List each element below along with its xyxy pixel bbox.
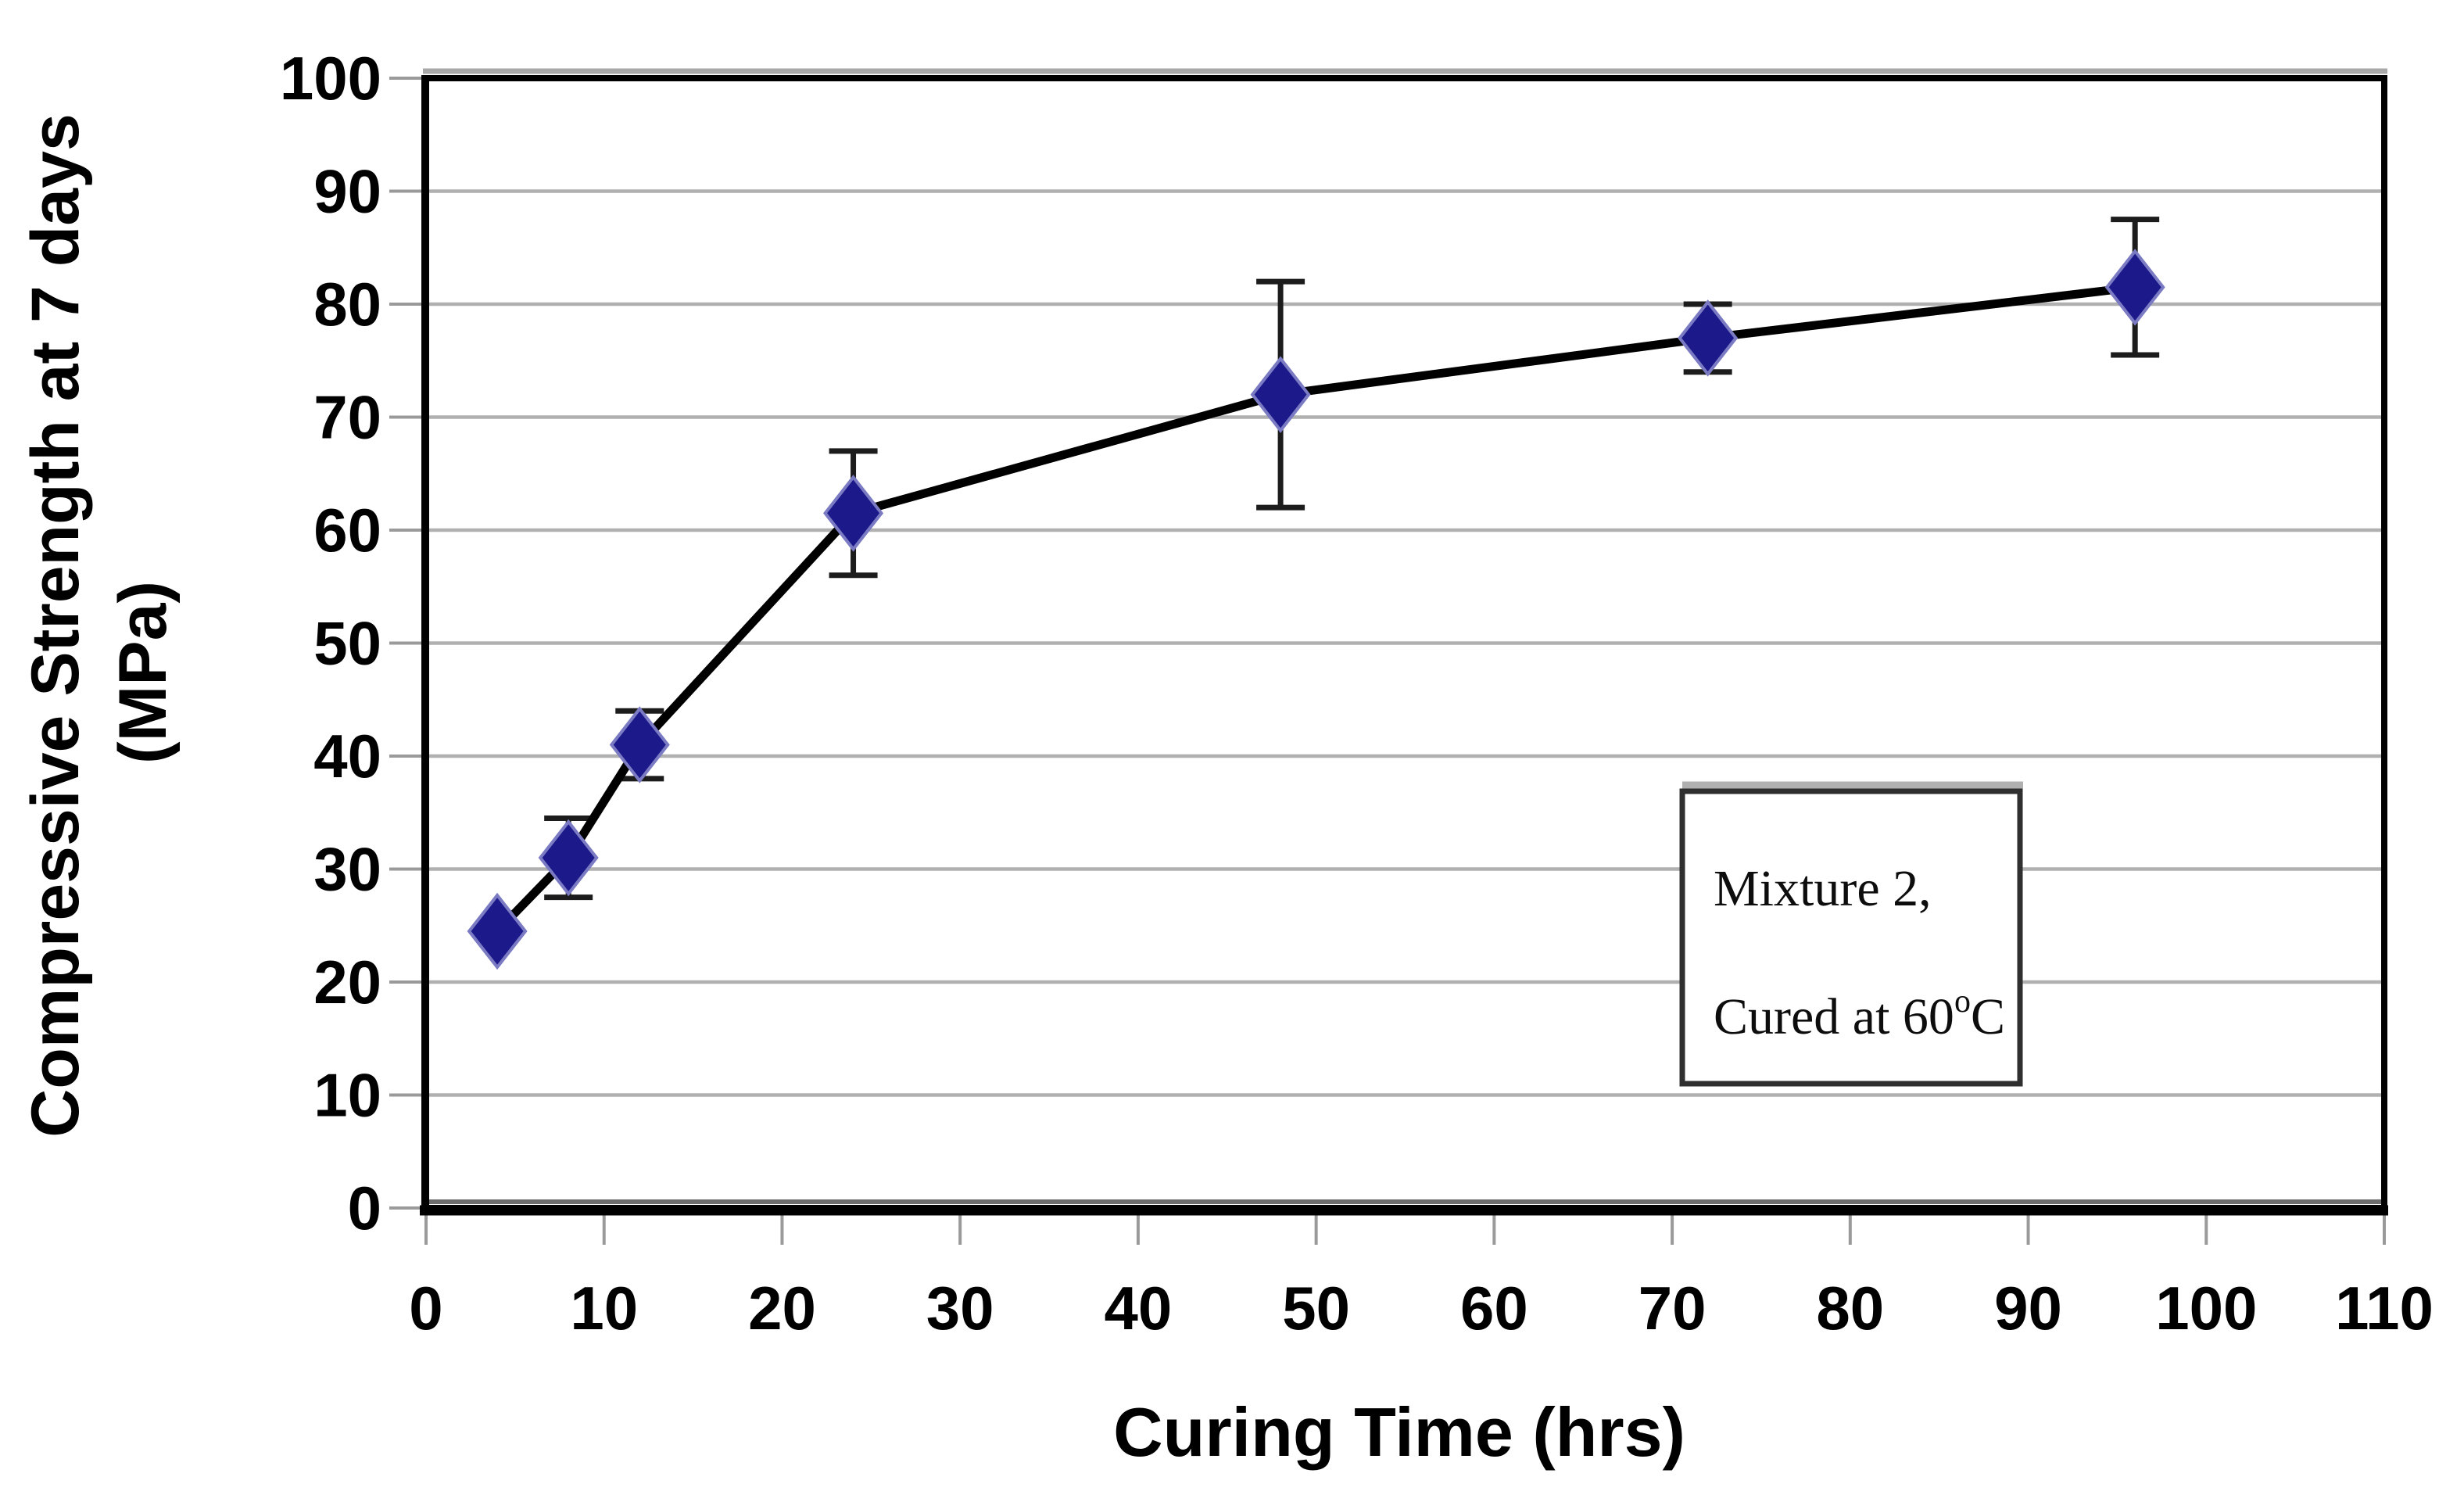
legend-degree-symbol: o [1954,984,1971,1020]
y-axis-title-line1: Compressive Strength at 7 days [18,113,93,1138]
x-tick-label: 90 [1994,1274,2062,1342]
legend-line-1: Mixture 2, [1714,860,1932,917]
x-tick-label: 10 [570,1274,638,1342]
x-tick-label: 80 [1816,1274,1884,1342]
x-tick-label: 70 [1638,1274,1707,1342]
y-tick-label: 60 [313,496,381,565]
legend-frame [1679,788,2023,1087]
x-tick-label: 0 [409,1274,442,1342]
axis-tick-marks [389,77,2386,1245]
y-tick-label: 90 [313,157,381,226]
data-point-marker [609,706,670,783]
y-tick-label: 80 [313,270,381,339]
plot-border [420,75,2388,1216]
axis-tick-labels: 0 10 20 30 40 50 60 70 80 90 100 0 10 20 30 40 50 60 70 80 9… [280,44,2434,1342]
x-axis-title: Curing Time (hrs) [1113,1393,1685,1471]
x-tick-label: 110 [2335,1274,2434,1342]
legend-box: Mixture 2, Cured at 60oC [1679,781,2023,1087]
legend-line-2: Cured at 60oC [1714,984,2005,1045]
x-tick-label: 20 [748,1274,816,1342]
legend-line-2-text: Cured at 60 [1714,988,1954,1045]
y-tick-label: 10 [313,1061,381,1130]
y-tick-label: 100 [280,44,381,113]
y-axis-title-line2: (MPa) [106,581,181,764]
legend-unit: C [1971,988,2005,1045]
data-point-marker [1678,299,1739,377]
data-point-marker [538,819,599,897]
data-point-marker [1250,356,1311,433]
x-tick-label: 100 [2155,1274,2257,1342]
data-point-marker [467,892,528,970]
data-point-marker [2104,249,2165,326]
y-tick-label: 70 [313,383,381,452]
y-tick-label: 30 [313,835,381,904]
data-series [467,217,2165,970]
y-tick-label: 50 [313,609,381,678]
data-point-marker [823,475,884,552]
gridlines [423,68,2387,1204]
y-tick-label: 0 [348,1174,381,1242]
y-tick-label: 20 [313,948,381,1016]
x-tick-label: 60 [1460,1274,1528,1342]
y-tick-label: 40 [313,722,381,790]
x-tick-label: 30 [926,1274,994,1342]
x-tick-label: 50 [1282,1274,1350,1342]
x-tick-label: 40 [1105,1274,1173,1342]
